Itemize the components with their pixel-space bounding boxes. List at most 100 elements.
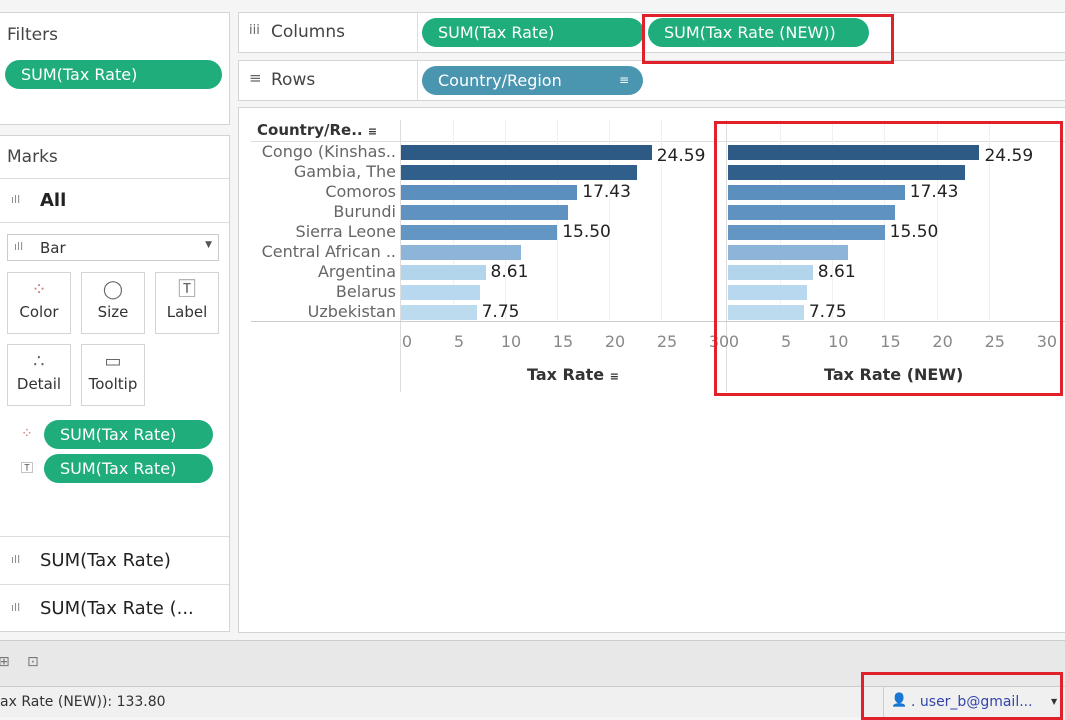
category-label: Argentina xyxy=(317,262,396,281)
label-icon: 🅃 xyxy=(21,461,34,475)
mark-type-value: Bar xyxy=(40,239,66,257)
bar xyxy=(728,305,804,320)
category-label: Uzbekistan xyxy=(307,302,396,321)
view-canvas: Country/Re.. ≡ Congo (Kinshas.. Gambia, T… xyxy=(238,107,1065,633)
gridline xyxy=(661,120,662,320)
user-icon: 👤 xyxy=(891,693,908,708)
chevron-down-icon: ▼ xyxy=(205,240,212,250)
x-tick-label: 0 xyxy=(728,332,740,351)
x-tick-label: 30 xyxy=(1036,332,1058,351)
bar xyxy=(401,305,477,320)
bar-chart-icon: ıll xyxy=(11,193,21,206)
tooltip-icon: ▭ xyxy=(104,351,122,372)
bar xyxy=(728,185,905,200)
data-label: 17.43 xyxy=(909,182,959,202)
x-tick-label: 15 xyxy=(552,332,574,351)
size-icon: ◯ xyxy=(102,279,124,300)
mark-type-dropdown[interactable]: ıll Bar ▼ xyxy=(7,234,219,261)
bar-chart-icon: ıll xyxy=(11,553,21,566)
category-label: Gambia, The xyxy=(293,162,396,181)
gridline xyxy=(505,120,506,320)
size-button[interactable]: ◯ Size xyxy=(81,272,145,334)
bar xyxy=(401,285,481,300)
bar xyxy=(728,265,813,280)
bar xyxy=(728,145,980,160)
data-label: 8.61 xyxy=(490,262,529,282)
new-story-icon[interactable]: ⊡ xyxy=(27,654,39,670)
row-pill-country[interactable]: Country/Region ≡ xyxy=(422,66,643,95)
x-tick-label: 15 xyxy=(880,332,901,351)
highlight-user-menu xyxy=(861,672,1063,720)
tooltip-button[interactable]: ▭ Tooltip xyxy=(81,344,145,406)
bar-chart-icon: ıll xyxy=(11,601,21,614)
bar xyxy=(728,165,965,180)
category-label: Sierra Leone xyxy=(295,222,396,241)
marks-all-tab[interactable]: ıll All xyxy=(0,178,229,223)
bar-chart-icon: ıll xyxy=(14,240,24,253)
data-label: 24.59 xyxy=(984,146,1034,166)
columns-icon: iii xyxy=(249,23,260,38)
category-label: Comoros xyxy=(325,182,396,201)
highlight-new-chart xyxy=(714,121,1063,396)
data-label: 15.50 xyxy=(562,222,611,242)
sort-icon: ≡ xyxy=(618,73,629,87)
data-label: 7.75 xyxy=(808,302,847,322)
new-dashboard-icon[interactable]: ⊞ xyxy=(0,654,10,670)
marks-card: Marks ıll All ıll Bar ▼ ⁘ Color ◯ Size 🅃 La… xyxy=(0,135,230,632)
category-label: Central African .. xyxy=(261,242,396,261)
x-tick-label: 5 xyxy=(453,332,465,351)
bar xyxy=(728,225,885,240)
data-label: 8.61 xyxy=(817,262,856,282)
data-label: 17.43 xyxy=(582,182,631,202)
bar xyxy=(401,145,652,160)
color-button[interactable]: ⁘ Color xyxy=(7,272,71,334)
gridline xyxy=(453,120,454,320)
x-axis-title-tax-rate: Tax Rate ≡ xyxy=(527,365,619,384)
x-tick-label: 20 xyxy=(932,332,953,351)
x-tick-label: 25 xyxy=(656,332,678,351)
label-button[interactable]: 🅃 Label xyxy=(155,272,219,334)
gridline xyxy=(988,120,990,320)
bar xyxy=(401,265,486,280)
bar xyxy=(728,285,808,300)
column-pill-tax-rate[interactable]: SUM(Tax Rate) xyxy=(422,18,644,47)
color-dots-icon: ⁘ xyxy=(21,426,33,442)
columns-shelf: iii Columns SUM(Tax Rate) SUM(Tax Rate (… xyxy=(238,12,1065,53)
gridline xyxy=(557,120,558,320)
marks-all-label: All xyxy=(40,190,67,211)
category-label: Belarus xyxy=(335,282,396,301)
category-label: Burundi xyxy=(333,202,396,221)
sheet-toolbar: ⊞ ⊡ xyxy=(0,640,1065,686)
bar xyxy=(401,205,568,220)
x-axis-title-tax-rate-new: Tax Rate (NEW) xyxy=(824,365,964,384)
gridline xyxy=(609,120,610,320)
gridline xyxy=(780,120,782,320)
bar xyxy=(728,205,896,220)
user-menu[interactable]: 👤 . user_b@gmail... ▼ xyxy=(883,687,1065,718)
marks-card-tax-rate[interactable]: ıll SUM(Tax Rate) xyxy=(0,536,229,584)
filters-card: Filters SUM(Tax Rate) xyxy=(0,12,230,125)
sort-icon: ≡ xyxy=(609,370,619,383)
category-label: Congo (Kinshas.. xyxy=(261,142,396,161)
bar xyxy=(401,225,558,240)
sort-icon: ≡ xyxy=(367,125,378,138)
filter-pill[interactable]: SUM(Tax Rate) xyxy=(5,60,222,89)
x-tick-label: 5 xyxy=(781,332,792,351)
bar xyxy=(401,165,638,180)
label-field-pill[interactable]: SUM(Tax Rate) xyxy=(44,454,213,483)
x-tick-label: 10 xyxy=(500,332,522,351)
bar xyxy=(728,245,849,260)
marks-title: Marks xyxy=(7,147,58,167)
marks-card-tax-rate-new[interactable]: ıll SUM(Tax Rate (... xyxy=(0,584,229,632)
color-dots-icon: ⁘ xyxy=(31,279,47,300)
gridline xyxy=(936,120,938,320)
chevron-down-icon: ▼ xyxy=(1051,697,1058,706)
column-pill-tax-rate-new[interactable]: SUM(Tax Rate (NEW)) xyxy=(648,18,869,47)
detail-button[interactable]: ∴ Detail xyxy=(7,344,71,406)
color-field-pill[interactable]: SUM(Tax Rate) xyxy=(44,420,213,449)
x-tick-label: 30 xyxy=(708,332,730,351)
rows-shelf: ≡ Rows Country/Region ≡ xyxy=(238,60,1065,101)
row-header: Country/Re.. ≡ xyxy=(257,121,378,139)
x-tick-label: 25 xyxy=(984,332,1005,351)
data-label: 24.59 xyxy=(656,146,706,166)
